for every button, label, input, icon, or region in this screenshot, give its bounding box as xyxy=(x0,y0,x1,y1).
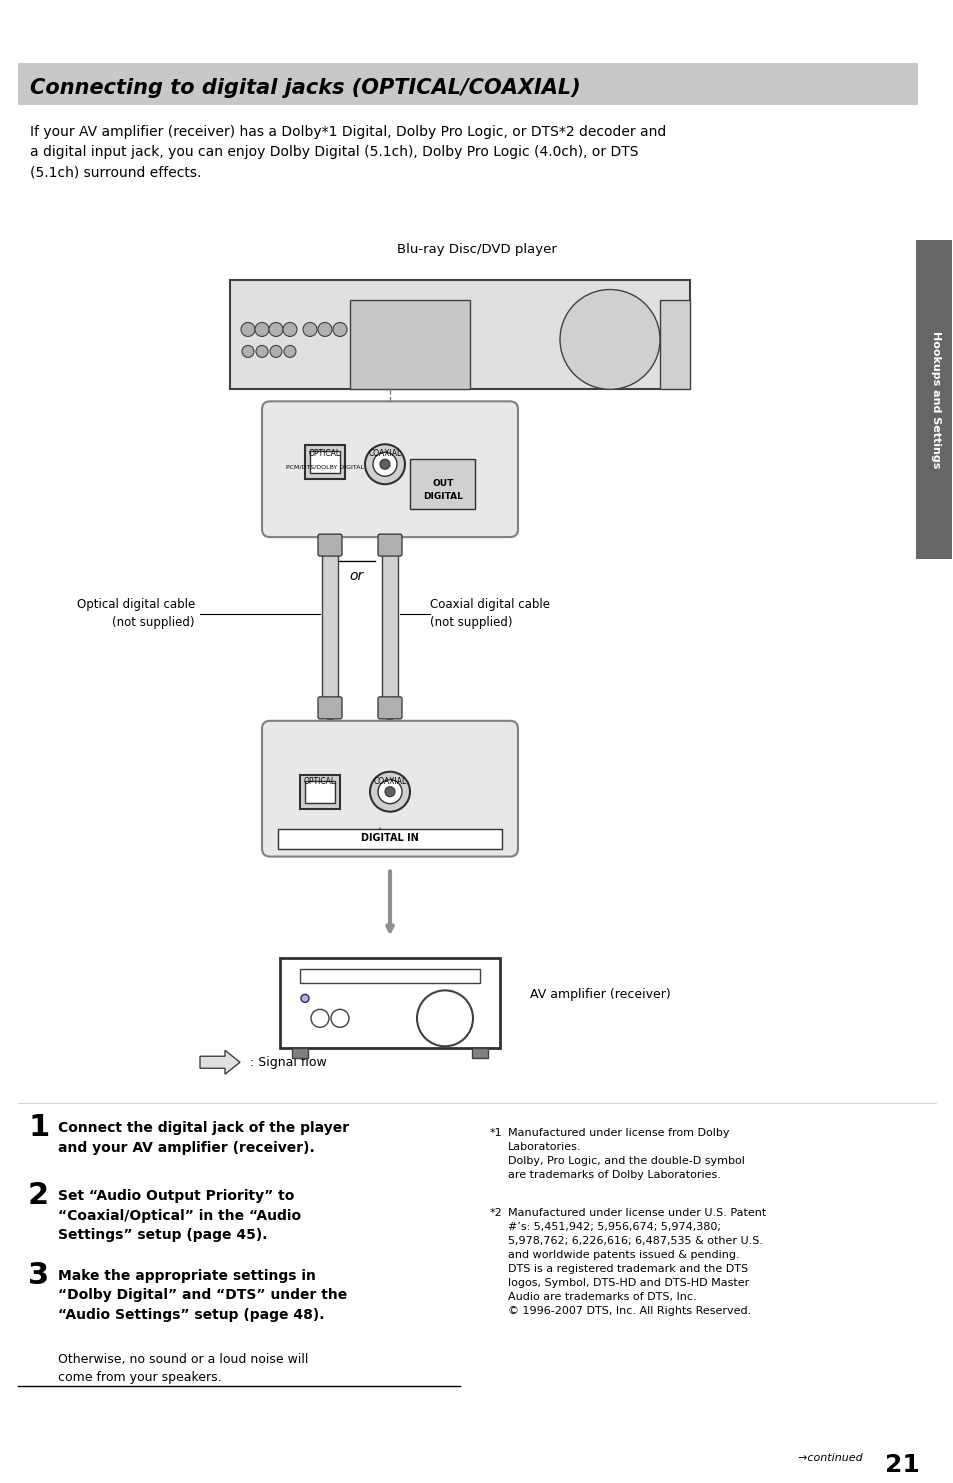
Circle shape xyxy=(317,322,332,337)
Circle shape xyxy=(269,322,283,337)
Text: DIGITAL: DIGITAL xyxy=(422,492,462,501)
Text: OUT: OUT xyxy=(432,479,454,488)
Text: Hookups and Settings: Hookups and Settings xyxy=(930,331,940,469)
FancyBboxPatch shape xyxy=(377,534,401,556)
Circle shape xyxy=(270,346,282,357)
Polygon shape xyxy=(200,1050,240,1074)
FancyBboxPatch shape xyxy=(377,697,401,719)
Text: COAXIAL: COAXIAL xyxy=(368,449,401,458)
Bar xyxy=(472,1048,488,1059)
Text: PCM/DTS/DOLBY DIGITAL: PCM/DTS/DOLBY DIGITAL xyxy=(286,464,364,469)
Text: *2: *2 xyxy=(490,1209,502,1218)
Text: Manufactured under license under U.S. Patent
#’s: 5,451,942; 5,956,674; 5,974,38: Manufactured under license under U.S. Pa… xyxy=(507,1209,765,1315)
FancyBboxPatch shape xyxy=(18,62,917,105)
Text: : Signal flow: : Signal flow xyxy=(250,1056,327,1069)
Text: Set “Audio Output Priority” to
“Coaxial/Optical” in the “Audio
Settings” setup (: Set “Audio Output Priority” to “Coaxial/… xyxy=(58,1189,301,1243)
Text: 3: 3 xyxy=(28,1261,49,1290)
Circle shape xyxy=(379,460,390,469)
Circle shape xyxy=(242,346,253,357)
Circle shape xyxy=(365,445,405,485)
Text: DIGITAL IN: DIGITAL IN xyxy=(361,832,418,842)
Bar xyxy=(292,1048,308,1059)
Circle shape xyxy=(331,1010,349,1028)
Text: Connecting to digital jacks (OPTICAL/COAXIAL): Connecting to digital jacks (OPTICAL/COA… xyxy=(30,79,580,98)
Circle shape xyxy=(301,995,309,1003)
Text: Blu-ray Disc/DVD player: Blu-ray Disc/DVD player xyxy=(396,243,557,255)
FancyBboxPatch shape xyxy=(305,445,345,479)
FancyBboxPatch shape xyxy=(317,697,341,719)
Text: 2: 2 xyxy=(28,1180,49,1210)
Circle shape xyxy=(283,322,296,337)
Polygon shape xyxy=(359,829,399,848)
Circle shape xyxy=(255,346,268,357)
FancyBboxPatch shape xyxy=(230,279,689,390)
FancyBboxPatch shape xyxy=(299,774,339,808)
Text: Otherwise, no sound or a loud noise will
come from your speakers.: Otherwise, no sound or a loud noise will… xyxy=(58,1352,308,1384)
Text: COAXIAL: COAXIAL xyxy=(373,777,406,786)
Text: Optical digital cable
(not supplied): Optical digital cable (not supplied) xyxy=(76,599,194,629)
Text: *1: *1 xyxy=(490,1129,502,1137)
Bar xyxy=(350,300,470,390)
Text: Coaxial digital cable
(not supplied): Coaxial digital cable (not supplied) xyxy=(430,599,550,629)
Text: 21: 21 xyxy=(884,1453,919,1477)
Circle shape xyxy=(377,780,401,804)
Circle shape xyxy=(385,786,395,796)
Circle shape xyxy=(311,1010,329,1028)
Circle shape xyxy=(416,991,473,1047)
Circle shape xyxy=(333,322,347,337)
Circle shape xyxy=(373,452,396,476)
Circle shape xyxy=(303,322,316,337)
FancyBboxPatch shape xyxy=(381,555,397,698)
FancyBboxPatch shape xyxy=(915,240,951,559)
Circle shape xyxy=(370,771,410,811)
Circle shape xyxy=(284,346,295,357)
Text: Manufactured under license from Dolby
Laboratories.
Dolby, Pro Logic, and the do: Manufactured under license from Dolby La… xyxy=(507,1129,744,1180)
Text: AV amplifier (receiver): AV amplifier (receiver) xyxy=(530,988,670,1001)
Text: Make the appropriate settings in
“Dolby Digital” and “DTS” under the
“Audio Sett: Make the appropriate settings in “Dolby … xyxy=(58,1269,347,1321)
Bar xyxy=(299,970,479,983)
Circle shape xyxy=(559,289,659,390)
Text: OPTICAL: OPTICAL xyxy=(304,777,335,786)
FancyBboxPatch shape xyxy=(317,534,341,556)
Circle shape xyxy=(254,322,269,337)
FancyBboxPatch shape xyxy=(410,460,475,509)
Bar xyxy=(277,829,501,848)
Text: or: or xyxy=(349,569,363,583)
FancyBboxPatch shape xyxy=(262,402,517,537)
Text: Connect the digital jack of the player
and your AV amplifier (receiver).: Connect the digital jack of the player a… xyxy=(58,1121,349,1155)
Bar xyxy=(659,300,689,390)
Text: OPTICAL: OPTICAL xyxy=(309,449,341,458)
FancyBboxPatch shape xyxy=(322,555,337,698)
FancyBboxPatch shape xyxy=(305,780,335,802)
FancyBboxPatch shape xyxy=(280,958,499,1048)
FancyBboxPatch shape xyxy=(262,721,517,857)
Text: →continued: →continued xyxy=(798,1453,869,1462)
Text: 1: 1 xyxy=(28,1114,50,1142)
Text: If your AV amplifier (receiver) has a Dolby*1 Digital, Dolby Pro Logic, or DTS*2: If your AV amplifier (receiver) has a Do… xyxy=(30,125,665,179)
FancyBboxPatch shape xyxy=(310,451,339,473)
Circle shape xyxy=(241,322,254,337)
